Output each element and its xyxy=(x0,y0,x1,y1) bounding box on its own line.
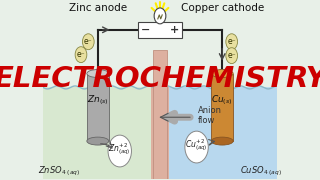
Circle shape xyxy=(108,135,132,167)
Ellipse shape xyxy=(87,137,109,145)
Text: $CuSO_{4\ (aq)}$: $CuSO_{4\ (aq)}$ xyxy=(240,165,282,178)
Ellipse shape xyxy=(87,69,109,78)
Circle shape xyxy=(75,47,87,63)
Circle shape xyxy=(154,8,166,24)
Text: Copper cathode: Copper cathode xyxy=(180,3,264,13)
Bar xyxy=(151,87,169,179)
Bar xyxy=(169,87,277,179)
Circle shape xyxy=(83,34,94,50)
Text: $Zn^{+2}_{(aq)}$: $Zn^{+2}_{(aq)}$ xyxy=(108,141,131,157)
Circle shape xyxy=(226,34,237,50)
Text: Zinc anode: Zinc anode xyxy=(69,3,127,13)
Text: e⁻: e⁻ xyxy=(228,37,236,46)
Text: e⁻: e⁻ xyxy=(228,51,236,60)
Text: −: − xyxy=(141,25,150,35)
Bar xyxy=(153,50,167,180)
Text: $Cu^{+2}_{(aq)}$: $Cu^{+2}_{(aq)}$ xyxy=(185,137,208,153)
Bar xyxy=(138,22,182,38)
Ellipse shape xyxy=(211,137,233,145)
Circle shape xyxy=(185,131,208,163)
Text: +: + xyxy=(170,25,179,35)
Text: $Cu_{(s)}$: $Cu_{(s)}$ xyxy=(211,94,233,107)
Text: $ZnSO_{4\ (aq)}$: $ZnSO_{4\ (aq)}$ xyxy=(38,165,80,178)
Text: e⁻: e⁻ xyxy=(84,37,92,46)
Text: $Zn_{(s)}$: $Zn_{(s)}$ xyxy=(87,94,109,107)
Text: Anion
flow: Anion flow xyxy=(198,105,222,125)
Bar xyxy=(87,73,109,141)
Bar xyxy=(43,87,151,179)
Circle shape xyxy=(226,48,237,64)
Text: e⁻: e⁻ xyxy=(77,50,85,59)
Ellipse shape xyxy=(211,69,233,78)
Bar xyxy=(211,73,233,141)
Text: ELECTROCHEMISTRY: ELECTROCHEMISTRY xyxy=(0,66,320,93)
